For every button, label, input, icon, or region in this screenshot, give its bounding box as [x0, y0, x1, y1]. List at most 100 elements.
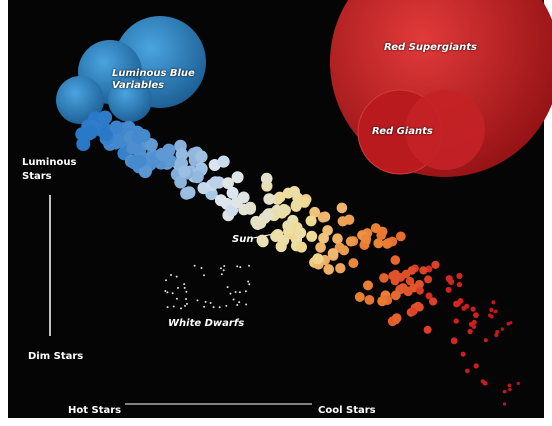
- star: [295, 227, 307, 239]
- luminous-stars-label: Luminous Stars: [22, 157, 77, 182]
- red-supergiants-label: Red Supergiants: [384, 42, 478, 53]
- star: [203, 305, 206, 308]
- star: [407, 266, 417, 275]
- star: [460, 351, 466, 357]
- star: [471, 319, 477, 325]
- star: [222, 269, 225, 272]
- star: [364, 295, 375, 305]
- star: [483, 338, 488, 343]
- star: [193, 264, 196, 267]
- star: [231, 196, 243, 209]
- star: [453, 318, 459, 324]
- star: [209, 302, 212, 304]
- star: [166, 306, 169, 309]
- star: [217, 155, 230, 168]
- star: [214, 194, 227, 207]
- star: [220, 273, 223, 276]
- star: [317, 212, 329, 223]
- star: [502, 389, 507, 394]
- star: [223, 265, 226, 267]
- star: [424, 275, 433, 284]
- star: [244, 290, 247, 293]
- white-dwarf-dots: [164, 264, 251, 310]
- star: [186, 302, 188, 305]
- blue-variables: [56, 16, 206, 124]
- star: [290, 199, 303, 211]
- star: [262, 209, 274, 221]
- star: [348, 258, 359, 269]
- sun-label: Sun: [232, 234, 254, 245]
- star: [236, 265, 239, 268]
- star: [239, 266, 242, 269]
- star: [379, 273, 389, 283]
- star: [495, 330, 500, 334]
- star: [473, 363, 479, 369]
- star: [229, 292, 232, 295]
- star: [174, 175, 187, 189]
- star: [283, 224, 295, 236]
- star: [345, 236, 356, 247]
- star: [390, 290, 401, 301]
- star: [391, 313, 402, 323]
- star: [185, 290, 188, 293]
- cool-stars-label: Cool Stars: [318, 405, 376, 416]
- star: [263, 193, 276, 205]
- star: [184, 304, 186, 307]
- star: [361, 234, 372, 245]
- star: [166, 291, 169, 294]
- star: [238, 291, 241, 294]
- star: [467, 328, 473, 335]
- star: [415, 302, 424, 312]
- star: [183, 283, 186, 286]
- star: [450, 337, 458, 345]
- star: [244, 201, 257, 214]
- star: [305, 215, 317, 227]
- star: [231, 171, 244, 184]
- star: [137, 129, 151, 143]
- star: [98, 127, 113, 142]
- star: [180, 307, 182, 310]
- star: [429, 297, 438, 306]
- star: [183, 286, 186, 289]
- star: [494, 309, 498, 313]
- star: [508, 388, 512, 392]
- star: [226, 186, 239, 199]
- star: [338, 245, 350, 256]
- star: [248, 264, 250, 267]
- star: [309, 206, 321, 218]
- star: [76, 137, 91, 151]
- star: [274, 191, 286, 203]
- star: [464, 303, 470, 309]
- star: [382, 238, 393, 249]
- star: [323, 264, 335, 275]
- star: [395, 231, 406, 242]
- star: [234, 291, 237, 293]
- star: [254, 217, 267, 229]
- star: [327, 248, 339, 259]
- star: [456, 281, 463, 288]
- star: [414, 279, 424, 289]
- star: [83, 125, 98, 140]
- star: [391, 269, 400, 279]
- star: [390, 255, 401, 265]
- star: [220, 267, 222, 270]
- star: [482, 380, 488, 386]
- star: [144, 138, 158, 152]
- star: [133, 154, 147, 168]
- star: [306, 230, 318, 242]
- star: [296, 241, 307, 253]
- star: [370, 223, 381, 234]
- star: [209, 176, 222, 189]
- white-dwarfs-label: White Dwarfs: [168, 318, 245, 329]
- star: [236, 304, 239, 306]
- star: [336, 202, 348, 214]
- star: [247, 280, 250, 283]
- star: [165, 279, 167, 282]
- star: [471, 324, 477, 329]
- star: [279, 204, 291, 216]
- star: [256, 234, 268, 246]
- star: [177, 286, 179, 289]
- star: [226, 286, 229, 289]
- star: [507, 383, 512, 388]
